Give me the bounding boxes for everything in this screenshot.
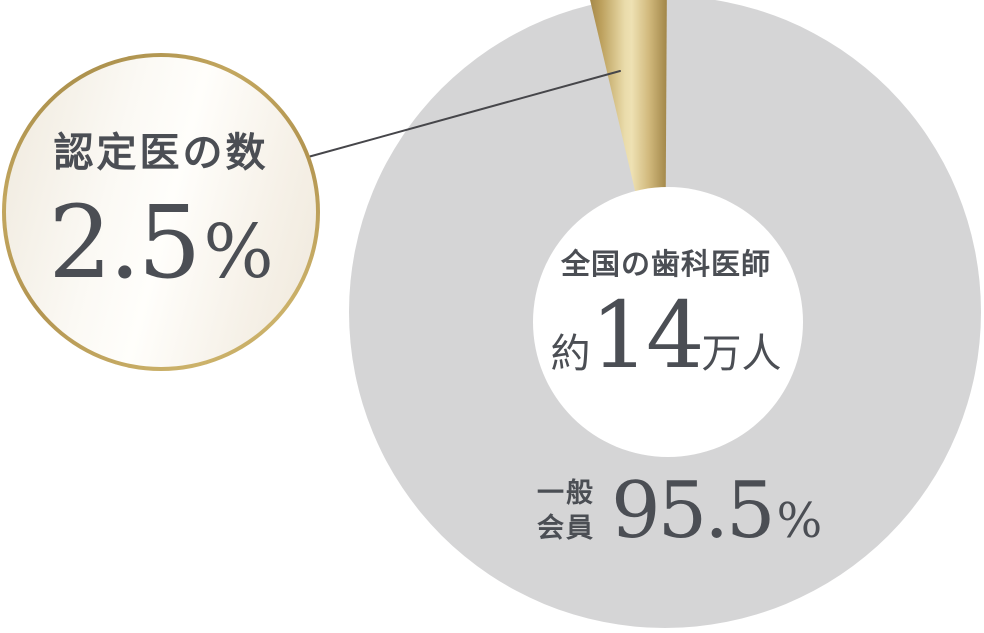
center-number: 14: [590, 282, 704, 389]
general-percent-sign: %: [776, 493, 823, 549]
general-members-label: 一般 会員 95.5%: [537, 472, 822, 550]
callout-value: 2.5: [48, 184, 201, 301]
center-unit-suffix: 万人: [701, 331, 782, 377]
general-members-name: 一般 会員: [537, 476, 595, 546]
general-members-value-row: 95.5%: [611, 472, 822, 550]
callout-bubble: 認定医の数 2.5%: [2, 53, 320, 371]
callout-value-row: 2.5%: [6, 193, 316, 293]
donut-hole: [533, 187, 803, 457]
center-approx-prefix: 約: [550, 331, 591, 377]
general-members-name-line1: 一般: [537, 477, 595, 508]
callout-percent-sign: %: [203, 209, 274, 295]
callout-leader-line: [307, 70, 621, 158]
center-title: 全国の歯科医師: [560, 249, 772, 281]
donut-center-label: 全国の歯科医師 約14万人: [550, 251, 781, 382]
callout-title: 認定医の数: [53, 131, 269, 175]
general-members-name-line2: 会員: [537, 513, 595, 543]
center-number-row: 約14万人: [550, 290, 781, 382]
general-members-value: 95.5: [611, 466, 776, 556]
callout-bubble-fill: 認定医の数 2.5%: [6, 57, 316, 367]
